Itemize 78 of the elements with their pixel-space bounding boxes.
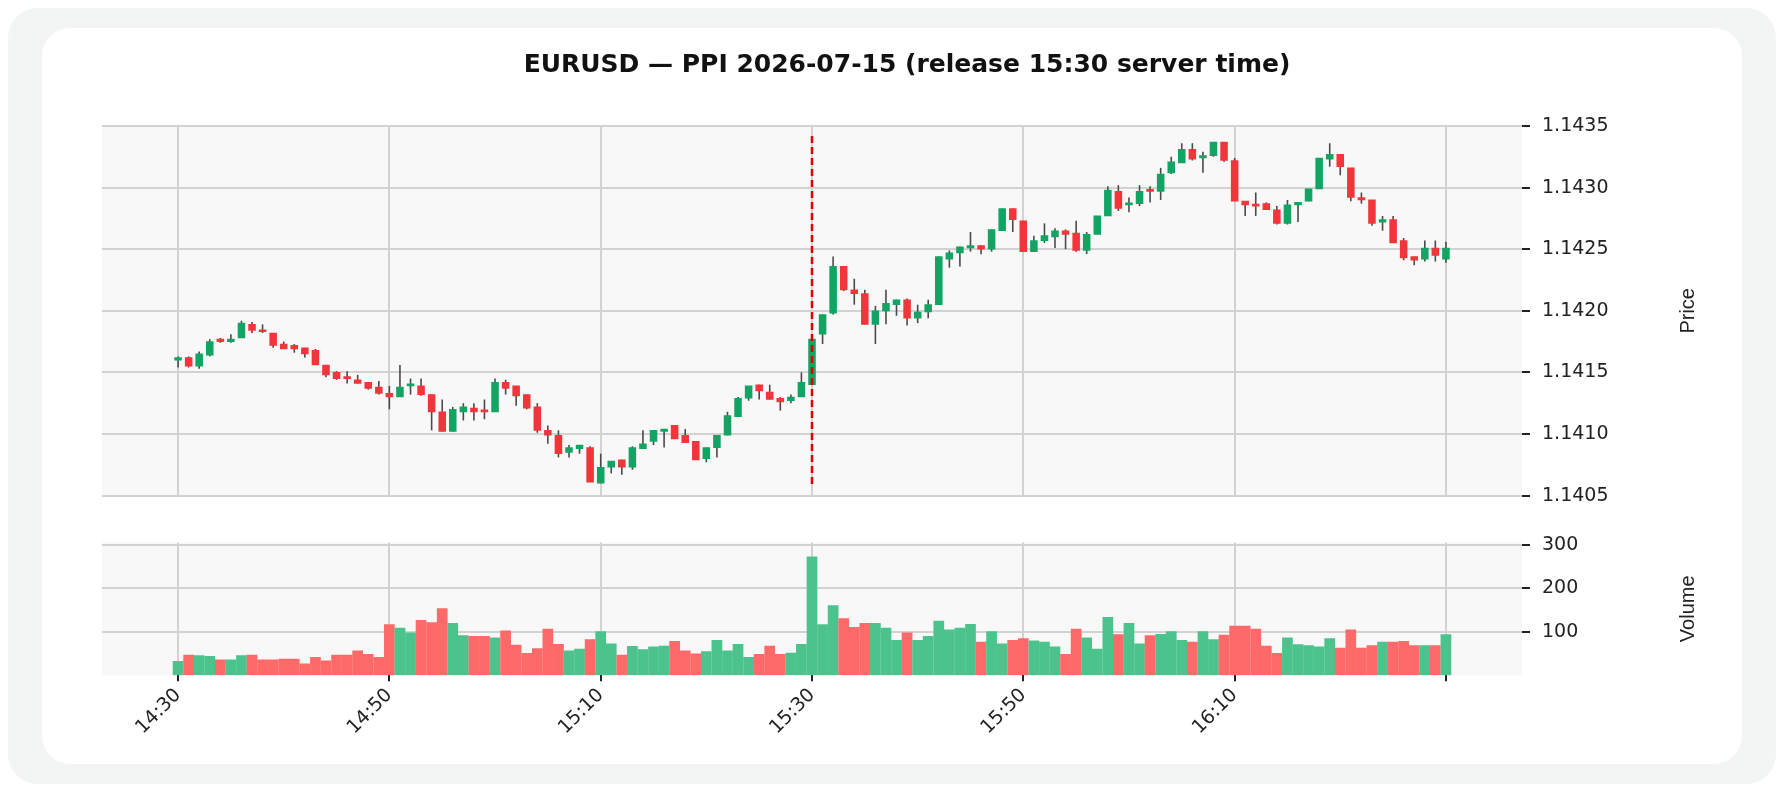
candlestick: [1040, 222, 1049, 244]
candlestick: [628, 445, 637, 471]
bar: [1187, 641, 1198, 676]
candlestick: [1283, 199, 1292, 226]
candlestick: [1431, 239, 1440, 263]
candlestick: [692, 441, 700, 461]
candlestick: [1135, 184, 1144, 207]
candlestick: [1009, 207, 1017, 233]
y-tick-label: 1.1420: [1542, 297, 1609, 320]
candlestick: [596, 452, 605, 485]
candlestick: [998, 207, 1006, 232]
candlestick: [723, 411, 732, 437]
candlestick: [544, 424, 552, 445]
candlestick: [1336, 153, 1345, 177]
y-tick-label: 200: [1542, 575, 1579, 598]
candlestick: [480, 398, 489, 421]
candlestick: [924, 298, 932, 319]
candlestick: [818, 313, 827, 345]
candlestick: [396, 364, 404, 398]
y-tick-label: 1.1425: [1542, 236, 1609, 259]
candlestick: [1399, 237, 1408, 262]
candlestick: [438, 398, 446, 433]
candlestick: [554, 429, 563, 459]
candlestick: [1072, 220, 1080, 253]
candlestick: [1146, 185, 1154, 204]
y-tick-label: 1.1410: [1542, 420, 1609, 443]
candlestick: [1220, 141, 1228, 163]
bar: [1429, 645, 1441, 676]
candlestick: [1442, 241, 1450, 264]
candlestick: [1421, 239, 1429, 263]
candlestick: [1241, 200, 1249, 217]
y-tick-label: 1.1415: [1542, 359, 1609, 382]
candlestick: [1156, 167, 1165, 201]
candlestick: [1061, 228, 1070, 250]
candlestick: [470, 402, 478, 422]
bar: [215, 659, 226, 676]
bar: [489, 637, 501, 676]
candlestick: [1051, 227, 1059, 249]
y-axis-title: Price: [1675, 288, 1698, 334]
y-tick-label: 300: [1542, 531, 1579, 554]
candlestick: [427, 393, 436, 432]
candlestick: [1178, 142, 1186, 164]
candlestick: [1199, 151, 1207, 174]
candlestick: [343, 370, 351, 385]
y-tick-label: 1.1435: [1542, 112, 1609, 135]
candlestick: [903, 297, 911, 327]
bar: [1377, 641, 1388, 676]
candlestick: [660, 428, 668, 449]
bar: [975, 641, 987, 676]
bar: [616, 654, 628, 676]
y-tick-label: 1.1430: [1542, 174, 1609, 197]
bar: [1440, 634, 1452, 676]
bar: [1419, 645, 1431, 676]
candlestick: [448, 406, 457, 433]
candlestick: [1325, 142, 1334, 168]
candlestick: [1294, 201, 1302, 223]
bar: [183, 654, 195, 676]
y-tick-label: 100: [1542, 618, 1579, 641]
candlestick: [987, 228, 996, 253]
candlestick: [734, 396, 742, 418]
candlestick: [797, 371, 806, 398]
bar: [584, 639, 596, 676]
bar: [1144, 635, 1156, 676]
candlestick: [871, 305, 880, 345]
candlestick: [713, 434, 721, 459]
bar: [172, 660, 184, 676]
candlestick: [1273, 205, 1281, 226]
candlestick: [1114, 184, 1123, 212]
candlestick: [956, 245, 964, 268]
candlestick: [639, 429, 647, 450]
candlestick: [913, 303, 922, 324]
bar: [901, 632, 913, 676]
y-axis-title: Volume: [1675, 575, 1698, 643]
y-tick-label: 1.1405: [1542, 482, 1609, 505]
candlestick: [1082, 231, 1091, 255]
bar: [1113, 634, 1124, 676]
chart-title: EURUSD — PPI 2026-07-15 (release 15:30 server time): [523, 48, 1291, 78]
candlestick: [882, 289, 890, 326]
